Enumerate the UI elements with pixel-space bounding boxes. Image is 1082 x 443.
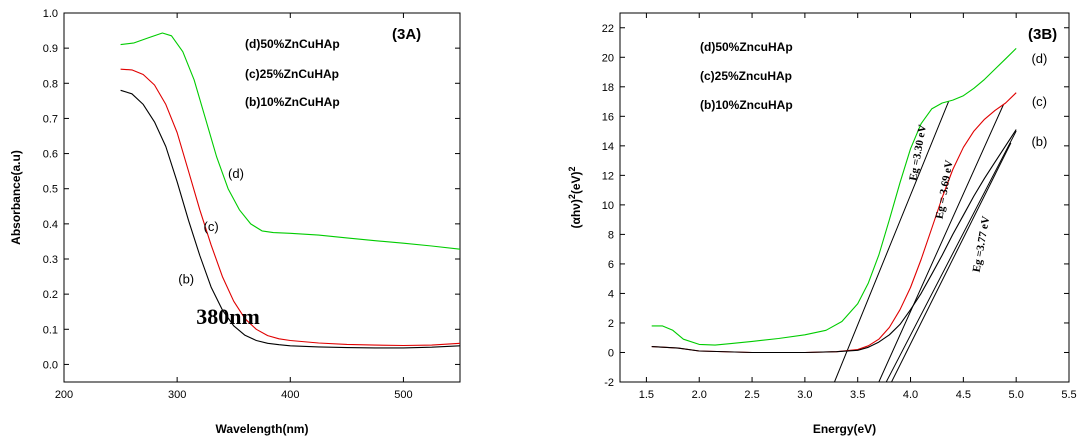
y-tick-label: 16 [602,111,614,123]
series-line [651,129,1017,354]
y-tick-label: 6 [608,259,614,271]
y-tick-label: 0 [608,347,614,359]
legend-entry: (b)10%ZncuHAp [700,98,793,112]
y-tick-label: 0.9 [43,43,58,55]
tangent-line [834,101,950,382]
series-line [120,68,460,347]
band-gap-label: Eg = 3.69 eV [933,159,955,220]
plot-frame [619,12,1070,383]
curve-label: (c) [203,219,218,234]
plot-frame [63,12,461,383]
legend-entry: (c)25%ZncuHAp [700,69,792,83]
x-tick-label: 3.5 [850,389,865,401]
tangent-line [885,130,1017,382]
series-line [651,92,1017,354]
y-tick-label: 18 [602,82,614,94]
y-axis-title-base: (αhν) [569,199,583,228]
y-tick-label: 2 [608,318,614,330]
y-tick-label: 20 [602,52,614,64]
curve-label: (d) [228,166,244,181]
x-tick-label: 5.5 [1061,389,1076,401]
x-tick-label: 3.0 [797,389,812,401]
curve-label: (d) [1031,51,1047,66]
y-axis-title: Absorbance(a.u) [9,150,23,245]
wavelength-annotation: 380nm [196,304,260,329]
y-tick-label: 14 [602,141,614,153]
y-tick-label: 0.5 [43,184,58,196]
y-tick-label: -2 [604,377,614,389]
band-gap-label: Eg =3.77 eV [971,215,993,273]
panel-label: (3A) [392,26,421,43]
y-tick-label: 0.1 [43,324,58,336]
y-tick-label: 4 [608,288,614,300]
y-tick-label: 0.0 [43,359,58,371]
y-tick-label: 1.0 [43,8,58,20]
x-axis-title: Wavelength(nm) [216,422,309,436]
tangent-line [878,104,1004,382]
y-tick-label: 0.7 [43,113,58,125]
legend-entry: (d)50%ZnCuHAp [245,37,340,51]
curve-label: (b) [1031,134,1047,149]
x-tick-label: 4.5 [956,389,971,401]
y-axis-title: (αhν)2(eV)2 [567,166,583,228]
legend-entry: (b)10%ZnCuHAp [245,95,340,109]
y-tick-label: 0.6 [43,149,58,161]
y-tick-label: 0.3 [43,254,58,266]
panel-label: (3B) [1028,26,1057,43]
band-gap-label: Eg =3.30 eV [907,124,929,182]
x-tick-label: 400 [281,389,299,401]
x-tick-label: 4.0 [903,389,918,401]
curve-label: (c) [1032,94,1047,109]
y-axis-title-unit: (eV) [569,171,583,194]
series-line [120,89,460,349]
y-tick-label: 10 [602,200,614,212]
y-tick-label: 0.8 [43,78,58,90]
y-tick-label: 0.2 [43,289,58,301]
legend-entry: (d)50%ZncuHAp [700,40,793,54]
x-tick-label: 2.5 [744,389,759,401]
x-tick-label: 5.0 [1009,389,1024,401]
legend-entry: (c)25%ZnCuHAp [245,67,339,81]
x-tick-label: 200 [55,389,73,401]
x-tick-label: 2.0 [692,389,707,401]
curve-label: (b) [178,272,194,287]
x-axis-title: Energy(eV) [813,422,876,436]
x-tick-label: 300 [168,389,186,401]
series-line [120,32,460,250]
y-tick-label: 0.4 [43,219,58,231]
x-tick-label: 1.5 [639,389,654,401]
x-tick-label: 500 [394,389,412,401]
chart-panel-b: 1.5 2.0 2.5 3.0 3.5 4.0 4.5 5.0 5.5 -2 0 2 4 6 8 10 12 14… [567,12,1077,436]
chart-panel-a: 200 300 400 500 0.0 0.1 0.2 0.3 0.4 0.5 0.6 0.7 0.8 0… [9,8,461,436]
y-tick-label: 8 [608,229,614,241]
series-line [651,48,1017,346]
y-tick-label: 12 [602,170,614,182]
y-tick-label: 22 [602,23,614,35]
tangent-line [891,142,1012,382]
y-axis-title-sup: 2 [567,194,577,199]
y-axis-title-sup: 2 [567,166,577,171]
